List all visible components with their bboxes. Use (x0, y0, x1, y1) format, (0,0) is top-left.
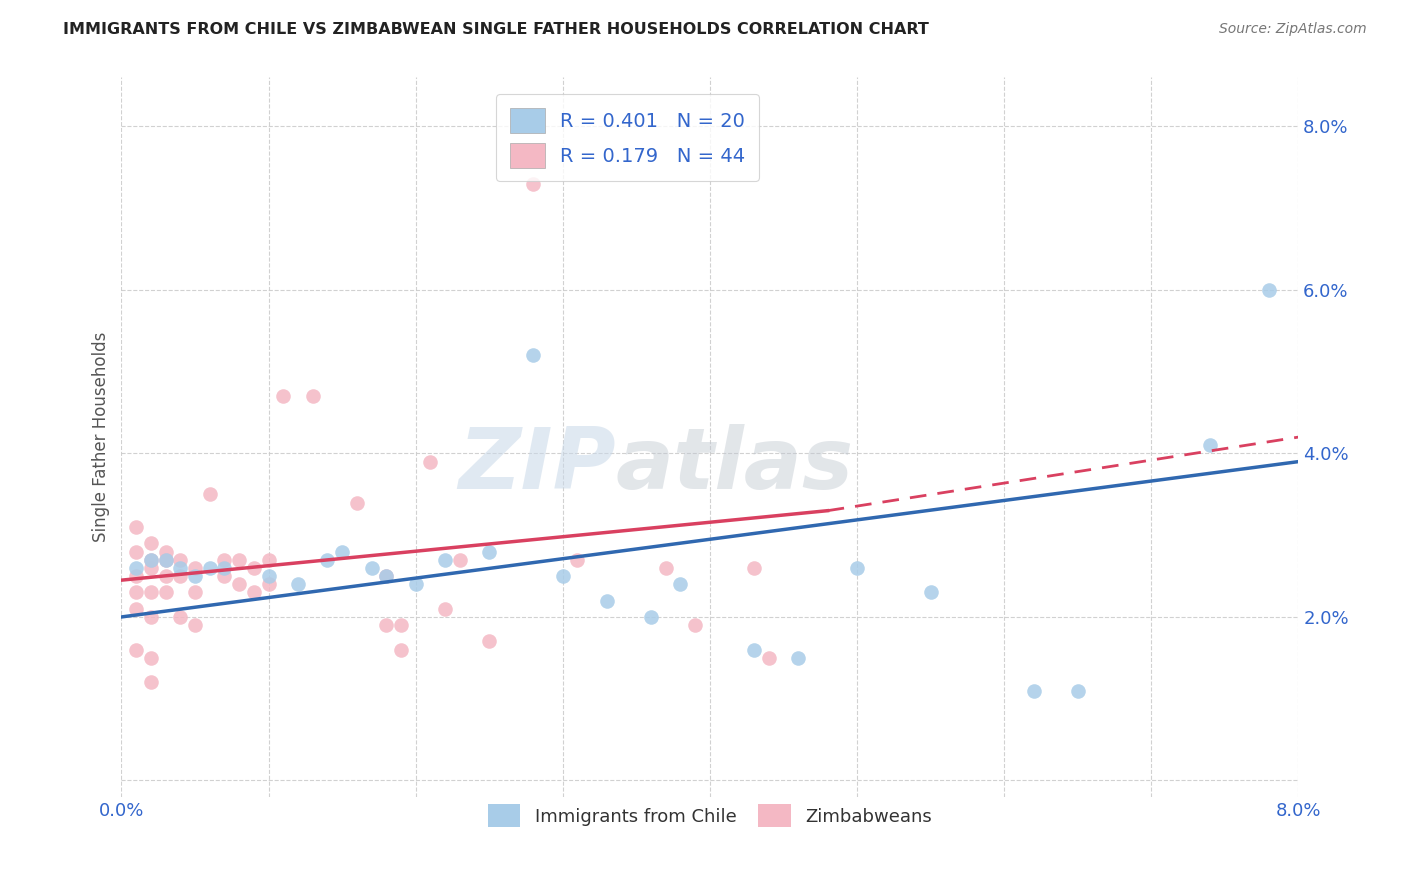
Point (169, 569, 191, 583)
Point (155, 569, 177, 583)
Legend: Immigrants from Chile, Zimbabweans: Immigrants from Chile, Zimbabweans (481, 797, 939, 835)
Point (184, 585, 207, 599)
Point (184, 561, 207, 575)
Point (287, 577, 309, 591)
Point (214, 561, 236, 575)
Point (184, 618, 207, 632)
Point (551, 569, 574, 583)
Point (301, 389, 323, 403)
Point (405, 577, 427, 591)
Y-axis label: Single Father Households: Single Father Households (93, 332, 110, 542)
Point (478, 634, 501, 648)
Point (198, 561, 221, 575)
Point (257, 569, 280, 583)
Point (758, 650, 780, 665)
Point (360, 561, 382, 575)
Point (214, 569, 236, 583)
Point (375, 569, 398, 583)
Point (1257, 283, 1279, 297)
Point (375, 569, 398, 583)
Point (155, 552, 177, 566)
Point (787, 650, 810, 665)
Text: ZIP: ZIP (458, 425, 616, 508)
Point (683, 618, 706, 632)
Point (184, 569, 207, 583)
Point (1022, 683, 1045, 698)
Point (742, 642, 765, 657)
Point (125, 544, 148, 558)
Point (155, 585, 177, 599)
Point (139, 650, 162, 665)
Point (669, 577, 692, 591)
Point (169, 552, 191, 566)
Point (243, 585, 266, 599)
Point (449, 552, 471, 566)
Point (257, 577, 280, 591)
Point (139, 552, 162, 566)
Point (271, 389, 294, 403)
Point (139, 675, 162, 690)
Point (125, 569, 148, 583)
Point (243, 561, 266, 575)
Text: atlas: atlas (616, 425, 853, 508)
Point (139, 610, 162, 624)
Point (214, 552, 236, 566)
Point (139, 585, 162, 599)
Point (567, 552, 589, 566)
Point (434, 552, 457, 566)
Point (596, 593, 619, 607)
Point (139, 561, 162, 575)
Point (169, 610, 191, 624)
Point (228, 552, 250, 566)
Point (522, 348, 544, 362)
Point (228, 577, 250, 591)
Point (434, 601, 457, 615)
Point (419, 455, 441, 469)
Point (655, 561, 678, 575)
Point (330, 544, 353, 558)
Point (846, 561, 869, 575)
Point (155, 544, 177, 558)
Point (389, 618, 412, 632)
Point (375, 618, 398, 632)
Point (257, 552, 280, 566)
Point (139, 536, 162, 550)
Point (389, 642, 412, 657)
Point (920, 585, 942, 599)
Point (478, 544, 501, 558)
Point (640, 610, 662, 624)
Point (169, 561, 191, 575)
Point (742, 561, 765, 575)
Point (155, 552, 177, 566)
Point (125, 585, 148, 599)
Text: Source: ZipAtlas.com: Source: ZipAtlas.com (1219, 22, 1367, 37)
Point (316, 552, 339, 566)
Point (1199, 438, 1222, 452)
Text: IMMIGRANTS FROM CHILE VS ZIMBABWEAN SINGLE FATHER HOUSEHOLDS CORRELATION CHART: IMMIGRANTS FROM CHILE VS ZIMBABWEAN SING… (63, 22, 929, 37)
Point (125, 642, 148, 657)
Point (346, 495, 368, 509)
Point (125, 601, 148, 615)
Point (139, 552, 162, 566)
Point (198, 487, 221, 501)
Point (125, 561, 148, 575)
Point (125, 520, 148, 534)
Point (1066, 683, 1088, 698)
Point (522, 177, 544, 191)
